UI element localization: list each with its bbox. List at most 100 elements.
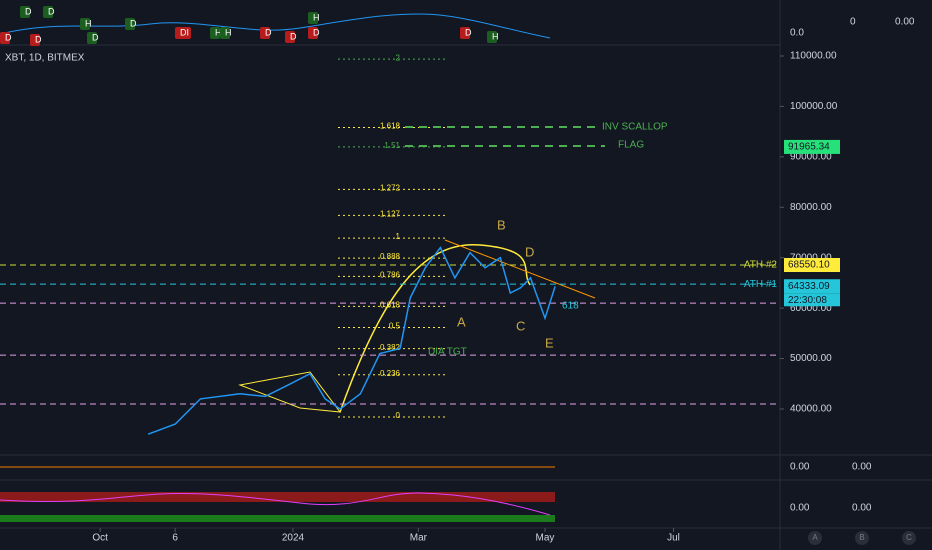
y-tick-label: 110000.00 [790, 51, 837, 62]
trend-line [444, 239, 596, 299]
signal: H [492, 31, 499, 41]
fib-label: 0 [396, 411, 401, 420]
fib-label: 0.236 [380, 369, 401, 378]
panel-value: 0.00 [852, 462, 872, 473]
panel-value: 0.0 [790, 28, 804, 39]
annotation: D [525, 244, 534, 259]
signal: D [25, 6, 32, 16]
flag-pattern [238, 371, 342, 413]
fib-label: 2 [396, 53, 401, 62]
fib-label: 0.618 [380, 301, 401, 310]
fib-label: 1.618 [380, 122, 401, 131]
signal-bg [80, 18, 90, 30]
button[interactable] [808, 531, 822, 545]
symbol: XBT, 1D, BITMEX [5, 53, 85, 64]
fib-label: 0.888 [380, 252, 401, 261]
price-tag-label: 68550.10 [788, 260, 830, 271]
signal-bg [260, 27, 270, 39]
signal-bg [487, 31, 497, 43]
x-tick-label: Jul [667, 533, 680, 544]
price-tag-label: 91965.34 [788, 142, 830, 153]
button-label: A [812, 533, 818, 542]
x-tick-label: 2024 [282, 533, 305, 544]
panel-value: 0 [850, 17, 856, 28]
countdown: 22:30:08 [788, 295, 827, 306]
x-tick-label: May [536, 533, 555, 544]
fib-label: 0.786 [380, 270, 401, 279]
annotation: B [497, 217, 506, 232]
panel-value: 0.00 [852, 503, 872, 514]
signal: D [5, 32, 12, 42]
signal: D [92, 32, 99, 42]
fib-label: 1.127 [380, 209, 401, 218]
signal: D [290, 31, 297, 41]
button-label: B [859, 533, 864, 542]
signal-bg [460, 27, 470, 39]
panel-value: 0.00 [895, 17, 915, 28]
signal: H [225, 27, 232, 37]
y-tick-label: 50000.00 [790, 353, 832, 364]
h-line-label: ATH #1 [744, 279, 778, 290]
signal-bg [30, 34, 40, 46]
price-tag [784, 279, 840, 294]
y-tick-label: 90000.00 [790, 151, 832, 162]
signal: D [313, 27, 320, 37]
indicator-band [0, 492, 555, 502]
signal: DI [180, 27, 189, 37]
y-tick-label: 60000.00 [790, 303, 832, 314]
fib-label: 1.272 [380, 184, 401, 193]
signal-bg [210, 27, 220, 39]
x-tick-label: 6 [172, 533, 178, 544]
y-tick-label: 80000.00 [790, 202, 832, 213]
y-tick-label: 40000.00 [790, 404, 832, 415]
fib-label: 0.382 [380, 343, 401, 352]
panel-value: 0.00 [790, 462, 810, 473]
price-tag-label: 64333.09 [788, 281, 830, 292]
y-tick-label: 70000.00 [790, 252, 832, 263]
signal-bg [308, 12, 318, 24]
annotation: E [545, 335, 554, 350]
signal-bg [125, 18, 135, 30]
signal: D [35, 34, 42, 44]
annotation: INV SCALLOP [602, 122, 668, 133]
annotation: FLAG [618, 140, 644, 151]
signal: H [313, 12, 320, 22]
signal-bg [285, 31, 295, 43]
fib-label: 1.51 [384, 141, 400, 150]
signal: D [48, 6, 55, 16]
button[interactable] [855, 531, 869, 545]
signal-bg [43, 6, 53, 18]
fib-label: 1 [396, 232, 401, 241]
signal-bg [175, 27, 191, 39]
signal: D [130, 18, 137, 28]
oscillator [0, 492, 551, 516]
fib-label: 0.5 [389, 322, 401, 331]
annotation: 618 [562, 301, 579, 312]
signal: H [85, 18, 92, 28]
annotation: C [516, 318, 525, 333]
x-tick-label: Mar [410, 533, 428, 544]
signal: D [265, 27, 272, 37]
signal-bg [220, 27, 230, 39]
countdown-bg [784, 293, 840, 307]
signal-bg [20, 6, 30, 18]
y-tick-label: 100000.00 [790, 101, 838, 112]
button-label: C [906, 533, 912, 542]
annotation: DIA TGT [428, 347, 467, 358]
price-tag [784, 258, 840, 273]
panel-value: 0.00 [790, 503, 810, 514]
scallop-curve [339, 244, 531, 413]
button[interactable] [902, 531, 916, 545]
signal: D [465, 27, 472, 37]
price-tag [784, 139, 840, 154]
signal-bg [87, 32, 97, 44]
h-line-label: ATH #2 [744, 260, 778, 271]
indicator-band [0, 515, 555, 522]
signal-bg [0, 32, 10, 44]
price-line [147, 246, 556, 435]
annotation: A [457, 314, 466, 329]
x-tick-label: Oct [92, 533, 108, 544]
signal-bg [308, 27, 318, 39]
